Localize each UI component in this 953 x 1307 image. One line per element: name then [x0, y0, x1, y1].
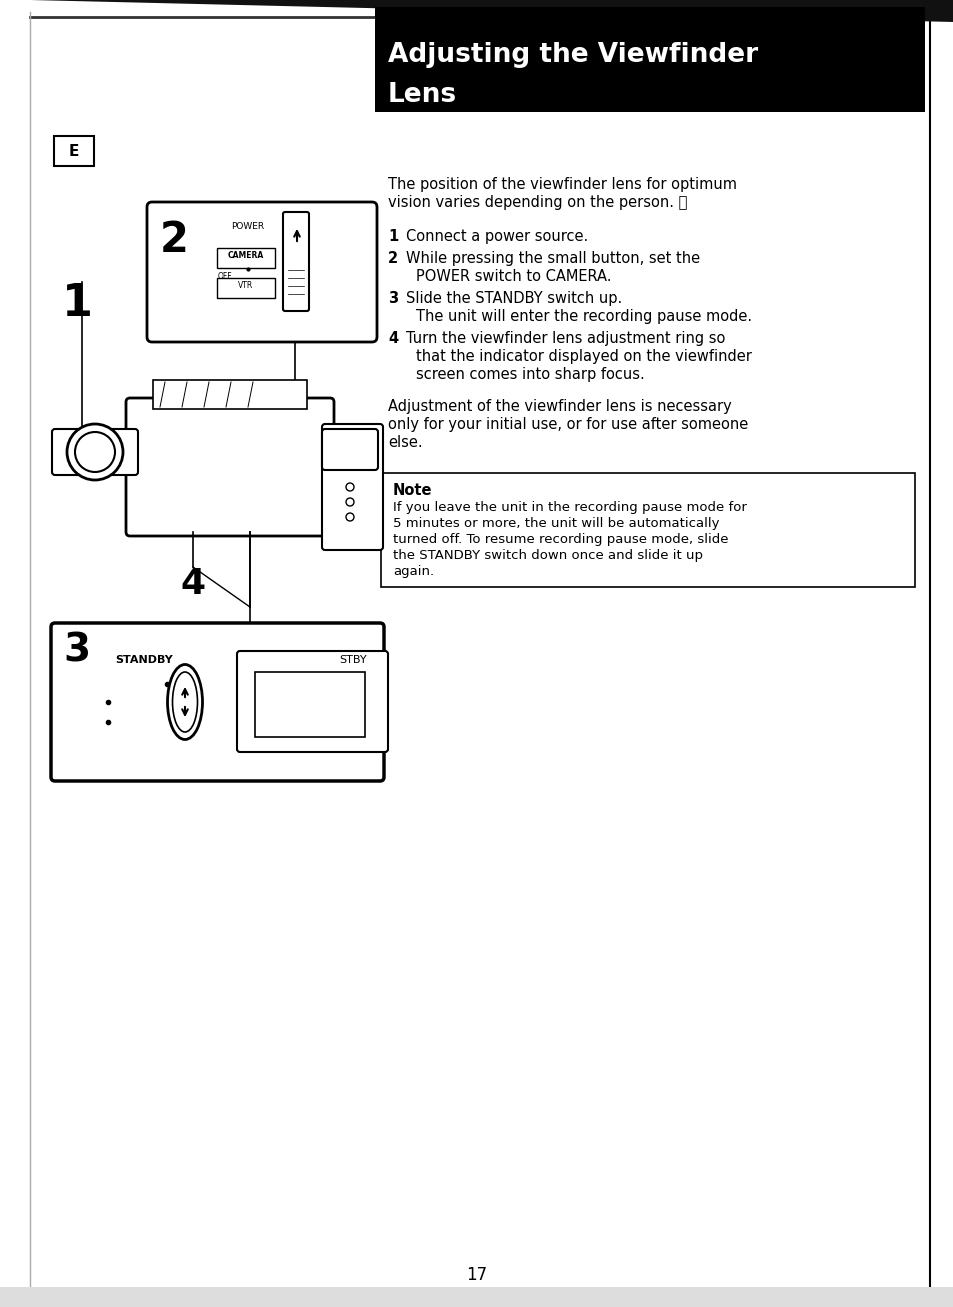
- Circle shape: [67, 423, 123, 480]
- FancyBboxPatch shape: [147, 203, 376, 342]
- Circle shape: [346, 484, 354, 491]
- Text: 4: 4: [180, 567, 205, 601]
- Text: turned off. To resume recording pause mode, slide: turned off. To resume recording pause mo…: [393, 533, 728, 546]
- Ellipse shape: [172, 672, 197, 732]
- Text: Lens: Lens: [388, 82, 456, 108]
- Text: POWER: POWER: [232, 222, 264, 231]
- Text: screen comes into sharp focus.: screen comes into sharp focus.: [416, 367, 644, 382]
- Circle shape: [75, 433, 115, 472]
- Text: Connect a power source.: Connect a power source.: [406, 229, 588, 244]
- FancyBboxPatch shape: [216, 278, 274, 298]
- Circle shape: [85, 442, 105, 461]
- Bar: [375, 7, 924, 112]
- Text: 2: 2: [388, 251, 397, 267]
- Text: STANDBY: STANDBY: [115, 655, 172, 665]
- Text: While pressing the small button, set the: While pressing the small button, set the: [406, 251, 700, 267]
- Text: 17: 17: [466, 1266, 487, 1283]
- FancyBboxPatch shape: [380, 473, 914, 587]
- Text: 3: 3: [63, 633, 90, 670]
- FancyBboxPatch shape: [54, 136, 94, 166]
- Text: 3: 3: [388, 291, 397, 306]
- Circle shape: [78, 433, 86, 440]
- FancyBboxPatch shape: [152, 380, 307, 409]
- Text: that the indicator displayed on the viewfinder: that the indicator displayed on the view…: [416, 349, 751, 365]
- Text: Slide the STANDBY switch up.: Slide the STANDBY switch up.: [406, 291, 621, 306]
- FancyBboxPatch shape: [126, 399, 334, 536]
- Text: 5 minutes or more, the unit will be automatically: 5 minutes or more, the unit will be auto…: [393, 518, 719, 531]
- Text: else.: else.: [388, 435, 422, 450]
- Text: Adjustment of the viewfinder lens is necessary: Adjustment of the viewfinder lens is nec…: [388, 399, 731, 414]
- Text: OFF: OFF: [218, 272, 233, 281]
- Text: The position of the viewfinder lens for optimum: The position of the viewfinder lens for …: [388, 176, 737, 192]
- Text: 2: 2: [160, 220, 189, 261]
- FancyBboxPatch shape: [283, 212, 309, 311]
- FancyBboxPatch shape: [52, 429, 138, 474]
- Polygon shape: [30, 0, 953, 22]
- Ellipse shape: [168, 664, 202, 740]
- Text: POWER switch to CAMERA.: POWER switch to CAMERA.: [416, 269, 611, 284]
- Text: 1: 1: [62, 282, 92, 325]
- Bar: [0, 1287, 953, 1307]
- Text: again.: again.: [393, 565, 434, 578]
- Circle shape: [80, 437, 110, 467]
- Text: E: E: [69, 144, 79, 158]
- FancyBboxPatch shape: [51, 623, 384, 782]
- Circle shape: [346, 498, 354, 506]
- Circle shape: [346, 514, 354, 521]
- FancyBboxPatch shape: [216, 248, 274, 268]
- Text: 1: 1: [388, 229, 397, 244]
- Text: Turn the viewfinder lens adjustment ring so: Turn the viewfinder lens adjustment ring…: [406, 331, 724, 346]
- FancyBboxPatch shape: [322, 423, 382, 550]
- Text: STBY: STBY: [339, 655, 367, 665]
- Text: Note: Note: [393, 484, 432, 498]
- FancyBboxPatch shape: [322, 429, 377, 471]
- Text: VTR: VTR: [238, 281, 253, 289]
- Text: only for your initial use, or for use after someone: only for your initial use, or for use af…: [388, 417, 747, 433]
- Text: If you leave the unit in the recording pause mode for: If you leave the unit in the recording p…: [393, 501, 746, 514]
- FancyBboxPatch shape: [236, 651, 388, 752]
- Text: the STANDBY switch down once and slide it up: the STANDBY switch down once and slide i…: [393, 549, 702, 562]
- Text: CAMERA: CAMERA: [228, 251, 264, 260]
- Bar: [254, 672, 365, 737]
- Text: The unit will enter the recording pause mode.: The unit will enter the recording pause …: [416, 308, 751, 324]
- Text: 4: 4: [388, 331, 397, 346]
- Text: Adjusting the Viewfinder: Adjusting the Viewfinder: [388, 42, 758, 68]
- Text: vision varies depending on the person. Ⓔ: vision varies depending on the person. Ⓔ: [388, 195, 687, 210]
- Circle shape: [82, 439, 108, 465]
